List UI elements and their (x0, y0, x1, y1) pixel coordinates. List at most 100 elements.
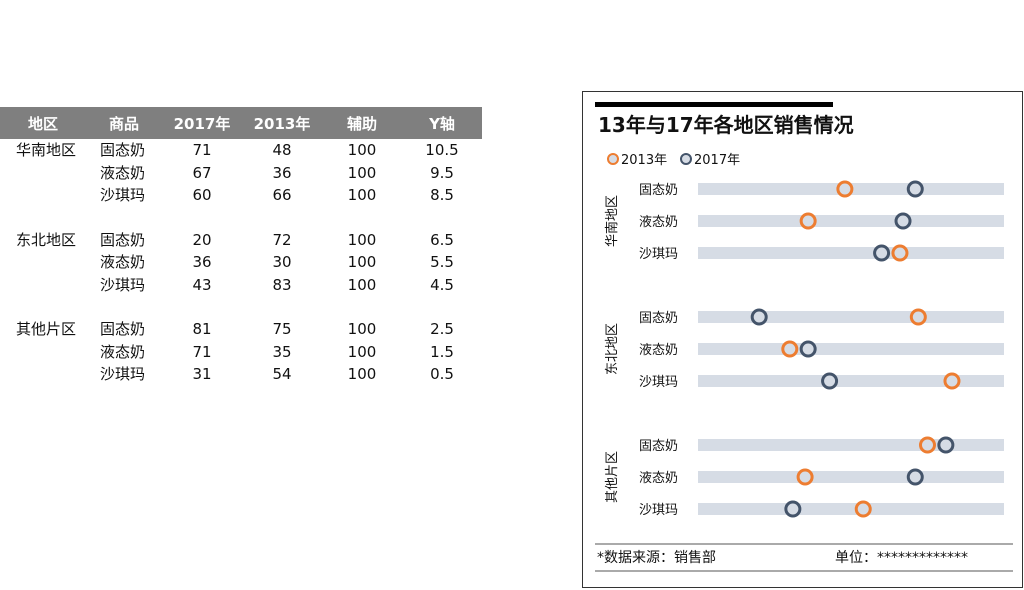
table-cell: 20 (192, 230, 212, 249)
data-point (937, 436, 955, 454)
table-cell: 沙琪玛 (100, 275, 146, 294)
table-cell: 100 (347, 186, 377, 205)
table-cell: 36 (272, 163, 292, 182)
data-point (894, 212, 912, 230)
table-cell: 10.5 (425, 141, 459, 160)
data-point (906, 180, 924, 198)
legend-label: 2017年 (694, 153, 740, 168)
table-cell (0, 363, 86, 386)
spacer-cell (0, 207, 482, 229)
table-cell: 固态奶 (100, 141, 146, 160)
title-bar (595, 102, 833, 107)
table-cell: 71 (192, 342, 212, 361)
category-label: 沙琪玛 (639, 375, 678, 390)
table-cell: 9.5 (430, 163, 454, 182)
data-point (891, 244, 909, 262)
table-cell: 100 (347, 141, 377, 160)
category-label: 固态奶 (639, 183, 678, 198)
table-row: 沙琪玛 31 54 100 0.5 (0, 363, 482, 386)
header-cell: Y轴 (402, 107, 482, 139)
category-label: 液态奶 (639, 471, 678, 486)
table-cell: 沙琪玛 (100, 186, 146, 205)
table-cell: 48 (272, 141, 292, 160)
table-cell: 固态奶 (100, 230, 146, 249)
legend-label: 2013年 (621, 153, 667, 168)
table-cell: 沙琪玛 (100, 365, 146, 384)
table-cell: 43 (192, 275, 212, 294)
track-bar (698, 311, 1004, 323)
table-cell: 66 (272, 186, 292, 205)
table-row: 华南地区 固态奶 71 48 100 10.5 (0, 139, 482, 162)
chart-title: 13年与17年各地区销售情况 (598, 113, 854, 137)
table-cell: 固态奶 (100, 320, 146, 339)
table-cell (0, 341, 86, 364)
data-point (919, 436, 936, 454)
footer-unit: 单位：************* (835, 550, 968, 566)
table-cell: 液态奶 (100, 342, 146, 361)
table-row: 沙琪玛 43 83 100 4.5 (0, 274, 482, 297)
table-cell: 100 (347, 163, 377, 182)
table-cell: 液态奶 (100, 253, 146, 272)
track-bar (698, 503, 1004, 515)
data-point (799, 212, 817, 230)
header-cell: 2013年 (242, 107, 322, 139)
table-body: 华南地区 固态奶 71 48 100 10.5 液态奶 67 36 100 9.5 沙琪玛 60 66 10… (0, 139, 482, 386)
table-row: 沙琪玛 60 66 100 8.5 (0, 184, 482, 207)
table-cell: 8.5 (430, 186, 454, 205)
table-cell: 4.5 (430, 275, 454, 294)
table-cell: 83 (272, 275, 292, 294)
header-cell: 辅助 (322, 107, 402, 139)
track-bar (698, 247, 1004, 259)
spacer-cell (0, 296, 482, 318)
header-cell: 地区 (0, 107, 86, 139)
table-cell: 30 (272, 253, 292, 272)
table-cell: 1.5 (430, 342, 454, 361)
legend-marker (680, 153, 692, 165)
table-row: 液态奶 67 36 100 9.5 (0, 162, 482, 185)
track-bar (698, 343, 1004, 355)
category-label: 液态奶 (639, 215, 678, 230)
header-cell: 商品 (86, 107, 162, 139)
data-point (750, 308, 768, 326)
table-cell: 100 (347, 253, 377, 272)
spacer-row (0, 207, 482, 229)
track-bar (698, 439, 1004, 451)
table-cell: 东北地区 (16, 230, 77, 249)
data-point (854, 500, 872, 518)
footer-source: *数据来源：销售部 (597, 550, 716, 566)
track-bar (698, 375, 1004, 387)
data-point (909, 308, 927, 326)
table-cell: 54 (272, 365, 292, 384)
data-point (836, 180, 854, 198)
data-point (821, 372, 839, 390)
track-bar (698, 215, 1004, 227)
table-cell: 72 (272, 230, 292, 249)
table-cell: 其他片区 (16, 320, 77, 339)
table-cell: 液态奶 (100, 163, 146, 182)
category-label: 沙琪玛 (639, 503, 678, 518)
group-label: 东北地区 (605, 323, 620, 375)
table-cell: 100 (347, 342, 377, 361)
data-point (781, 340, 799, 358)
category-label: 沙琪玛 (639, 247, 678, 262)
group-label: 华南地区 (604, 195, 620, 247)
table-cell: 81 (192, 320, 212, 339)
table-cell: 100 (347, 320, 377, 339)
data-table: 地区 商品 2017年 2013年 辅助 Y轴 华南地区 固态奶 71 48 100 10… (0, 107, 482, 386)
table-cell: 100 (347, 365, 377, 384)
table-cell: 100 (347, 230, 377, 249)
category-label: 液态奶 (639, 343, 678, 358)
table-cell: 36 (192, 253, 212, 272)
track-bar (698, 471, 1004, 483)
table-cell: 75 (272, 320, 292, 339)
table-row: 液态奶 36 30 100 5.5 (0, 251, 482, 274)
data-point (784, 500, 802, 518)
table-cell (0, 184, 86, 207)
table-cell: 31 (192, 365, 212, 384)
category-label: 固态奶 (639, 439, 678, 454)
table-cell (0, 274, 86, 297)
table-cell (0, 162, 86, 185)
table-cell: 2.5 (430, 320, 454, 339)
category-label: 固态奶 (639, 311, 678, 326)
